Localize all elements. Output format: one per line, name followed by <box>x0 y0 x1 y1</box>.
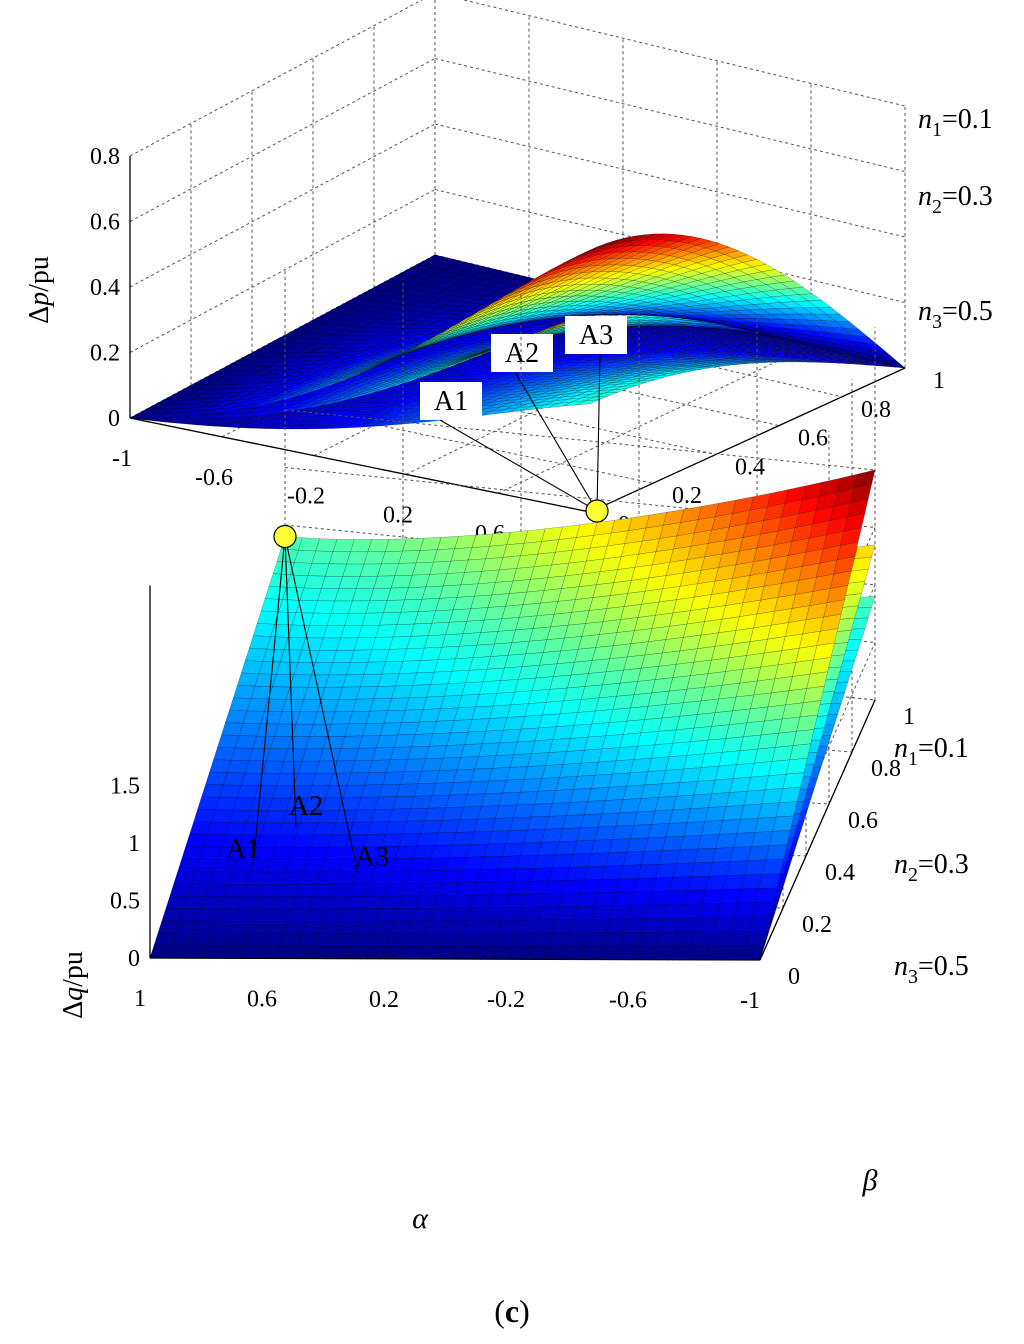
surfaces <box>129 233 906 430</box>
series-label-sub: 3 <box>932 311 942 333</box>
series-label-name: n <box>918 181 932 212</box>
series-label-n2: n2=0.3 <box>918 181 993 218</box>
x-tick-label: 0.2 <box>383 502 413 528</box>
grid-line <box>129 58 436 222</box>
annotation-label: A1 <box>434 386 468 417</box>
annotation-label: A3 <box>579 320 613 351</box>
grid-line <box>129 0 423 157</box>
operating-point-marker <box>585 499 609 523</box>
grid-line <box>497 344 812 494</box>
annotation-label: A2 <box>505 338 539 369</box>
series-label-n1: n1=0.1 <box>918 104 993 141</box>
z-tick-label: 0.4 <box>90 275 120 301</box>
z-tick-label: 0.2 <box>90 341 120 367</box>
chart-panel-c: 1 0.6 0.2 -0.2 -0.6 -100.20.40.60.8100.511.5α… <box>58 267 969 1329</box>
z-tick-label: 0.8 <box>90 144 120 170</box>
grid-line <box>461 0 906 107</box>
grid-line <box>129 123 436 288</box>
series-label-name: n <box>918 104 932 135</box>
surfaces <box>149 469 876 961</box>
z-tick-label: 0.6 <box>90 210 120 236</box>
y-tick-label: 0.6 <box>798 426 828 452</box>
x-tick-label: -0.2 <box>287 484 325 510</box>
grid-line <box>129 189 436 353</box>
series-label-sub: 2 <box>932 196 942 218</box>
series-label-sub: 1 <box>932 119 942 141</box>
grid-line <box>434 58 906 172</box>
y-tick-label: 0.8 <box>861 397 891 423</box>
z-axis-label: Δp/pu <box>24 256 55 324</box>
z-tick-label: 0 <box>108 406 120 432</box>
series-label-eq: =0.3 <box>942 181 993 212</box>
y-tick-label: 1 <box>933 368 945 394</box>
y-tick-label: 0.4 <box>735 454 765 480</box>
grid-lines <box>129 0 906 513</box>
series-label-eq: =0.5 <box>942 296 993 327</box>
series-label-n3: n3=0.5 <box>918 296 993 333</box>
x-tick-label: -0.6 <box>195 465 233 491</box>
z-axis-label-symbol: p <box>24 292 55 308</box>
z-axis-label-delta: Δ <box>24 306 55 324</box>
y-tick-label: 0.2 <box>672 483 702 509</box>
series-label-name: n <box>918 296 932 327</box>
x-tick-label: -1 <box>112 446 132 472</box>
z-axis-label-unit: /pu <box>24 256 55 292</box>
chart-panel-b: -1-0.6-0.20.20.6100.20.40.60.8100.20.40.… <box>24 0 993 625</box>
grid-line <box>434 123 906 238</box>
series-label-eq: =0.1 <box>942 104 993 135</box>
